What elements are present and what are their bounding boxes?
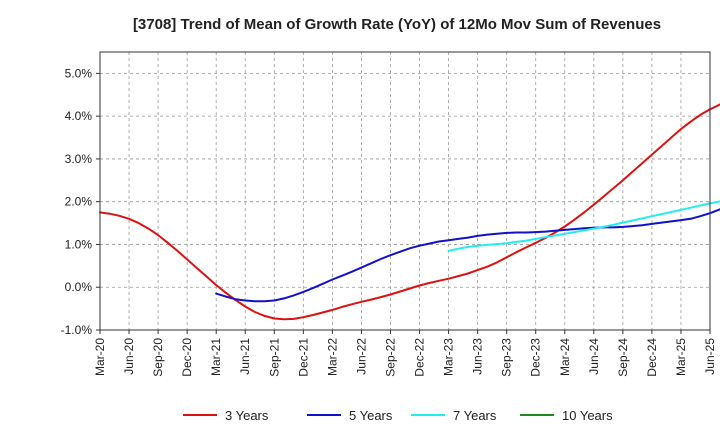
series-lines [99, 103, 720, 321]
y-tick-label: 2.0% [65, 195, 93, 209]
x-tick-label: Dec-20 [180, 338, 194, 377]
y-tick-label: -1.0% [61, 323, 93, 337]
series-line-3-years [99, 103, 720, 321]
y-tick-label: 1.0% [65, 237, 93, 251]
legend-label: 7 Years [453, 408, 497, 423]
x-tick-label: Sep-23 [500, 338, 514, 377]
x-tick-label: Mar-25 [674, 338, 688, 376]
x-tick-label: Jun-24 [587, 338, 601, 375]
y-tick-label: 4.0% [65, 109, 93, 123]
x-tick-label: Sep-20 [151, 338, 165, 377]
y-tick-label: 3.0% [65, 152, 93, 166]
y-tick-label: 0.0% [65, 280, 93, 294]
x-axis-ticks: Mar-20 Jun-20 Sep-20 Dec-20 Mar-21 Jun-21 Sep-… [93, 330, 717, 377]
y-tick-label: 5.0% [65, 66, 93, 80]
x-tick-label: Jun-21 [238, 338, 252, 375]
y-axis-ticks: -1.0% 0.0% 1.0% 2.0% 3.0% 4.0% 5.0% [61, 66, 100, 337]
grid [99, 52, 711, 331]
legend-label: 5 Years [349, 408, 393, 423]
legend-label: 3 Years [225, 408, 269, 423]
x-tick-label: Jun-20 [122, 338, 136, 375]
x-tick-label: Jun-23 [471, 338, 485, 375]
x-tick-label: Sep-21 [267, 338, 281, 377]
plot-frame [99, 51, 711, 331]
series-line-5-years [215, 208, 720, 303]
series-line-7-years [447, 200, 720, 252]
x-tick-label: Sep-24 [616, 338, 630, 377]
x-tick-label: Jun-22 [354, 338, 368, 375]
x-tick-label: Mar-23 [442, 338, 456, 376]
x-tick-label: Dec-24 [645, 338, 659, 377]
legend: 3 Years 5 Years 7 Years 10 Years [183, 408, 613, 423]
x-tick-label: Mar-21 [209, 338, 223, 376]
x-tick-label: Dec-22 [413, 338, 427, 377]
x-tick-label: Mar-20 [93, 338, 107, 376]
x-tick-label: Jun-25 [703, 338, 717, 375]
x-tick-label: Dec-21 [296, 338, 310, 377]
x-tick-label: Sep-22 [383, 338, 397, 377]
x-tick-label: Mar-24 [558, 338, 572, 376]
legend-label: 10 Years [562, 408, 613, 423]
chart-title: [3708] Trend of Mean of Growth Rate (YoY… [133, 16, 661, 33]
x-tick-label: Dec-23 [529, 338, 543, 377]
x-tick-label: Mar-22 [325, 338, 339, 376]
